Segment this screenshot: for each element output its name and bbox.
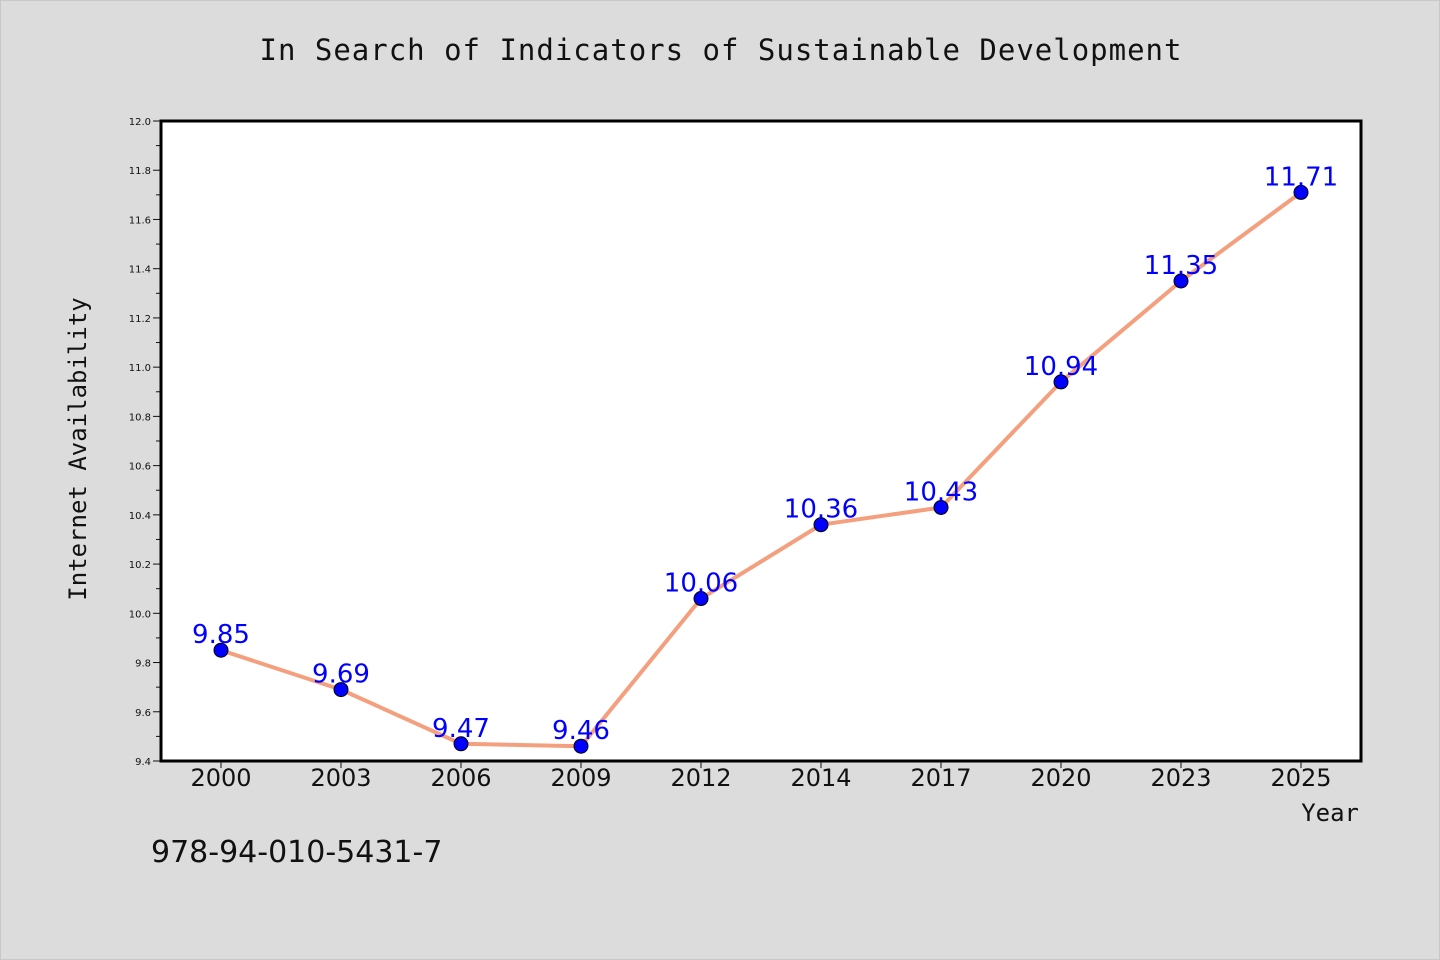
y-tick-label: 11.4	[129, 265, 151, 276]
x-tick-label: 2023	[1150, 764, 1211, 792]
x-tick-label: 2006	[430, 764, 491, 792]
chart-title: In Search of Indicators of Sustainable D…	[259, 33, 1183, 67]
x-tick-label: 2012	[670, 764, 731, 792]
isbn-text: 978-94-010-5431-7	[151, 835, 443, 870]
data-point	[1173, 273, 1189, 289]
data-label: 9.46	[552, 716, 610, 746]
y-tick-label: 10.8	[129, 412, 151, 423]
data-label: 10.36	[784, 495, 858, 525]
y-tick-label: 10.2	[129, 560, 151, 571]
y-tick-label: 11.8	[129, 166, 151, 177]
data-point	[813, 517, 829, 533]
y-tick-label: 10.0	[129, 609, 151, 620]
x-tick-label: 2000	[190, 764, 251, 792]
x-tick-label: 2025	[1270, 764, 1331, 792]
data-point	[1053, 374, 1069, 390]
data-point	[453, 736, 469, 752]
plot-frame	[159, 119, 1363, 763]
plot-area	[161, 121, 1361, 761]
data-label: 9.47	[432, 714, 490, 744]
x-tick-label: 2017	[910, 764, 971, 792]
x-tick-label: 2009	[550, 764, 611, 792]
y-tick-label: 9.8	[135, 659, 151, 670]
x-axis-label: Year	[1301, 799, 1359, 827]
x-tick-label: 2020	[1030, 764, 1091, 792]
y-tick-label: 11.0	[129, 363, 151, 374]
x-tick-label: 2014	[790, 764, 851, 792]
data-point	[1293, 184, 1309, 200]
y-tick-label: 11.6	[129, 215, 151, 226]
y-tick-label: 11.2	[129, 314, 151, 325]
data-point	[573, 738, 589, 754]
x-tick-label: 2003	[310, 764, 371, 792]
data-label: 10.43	[904, 477, 978, 507]
y-tick-label: 10.6	[129, 462, 151, 473]
data-point	[933, 499, 949, 515]
y-tick-label: 9.6	[135, 708, 151, 719]
data-point	[213, 642, 229, 658]
data-label: 10.94	[1024, 352, 1098, 382]
y-tick-label: 10.4	[129, 511, 151, 522]
data-point	[693, 591, 709, 607]
data-point	[333, 682, 349, 698]
y-tick-label: 12.0	[129, 117, 151, 128]
data-label: 11.35	[1144, 251, 1218, 281]
y-axis-label: Internet Availability	[64, 297, 92, 600]
y-tick-label: 9.4	[135, 757, 151, 768]
data-label: 9.85	[192, 620, 250, 650]
series-line	[219, 190, 1303, 749]
data-label: 10.06	[664, 569, 738, 599]
data-label: 9.69	[312, 660, 370, 690]
data-label: 11.71	[1264, 162, 1338, 192]
